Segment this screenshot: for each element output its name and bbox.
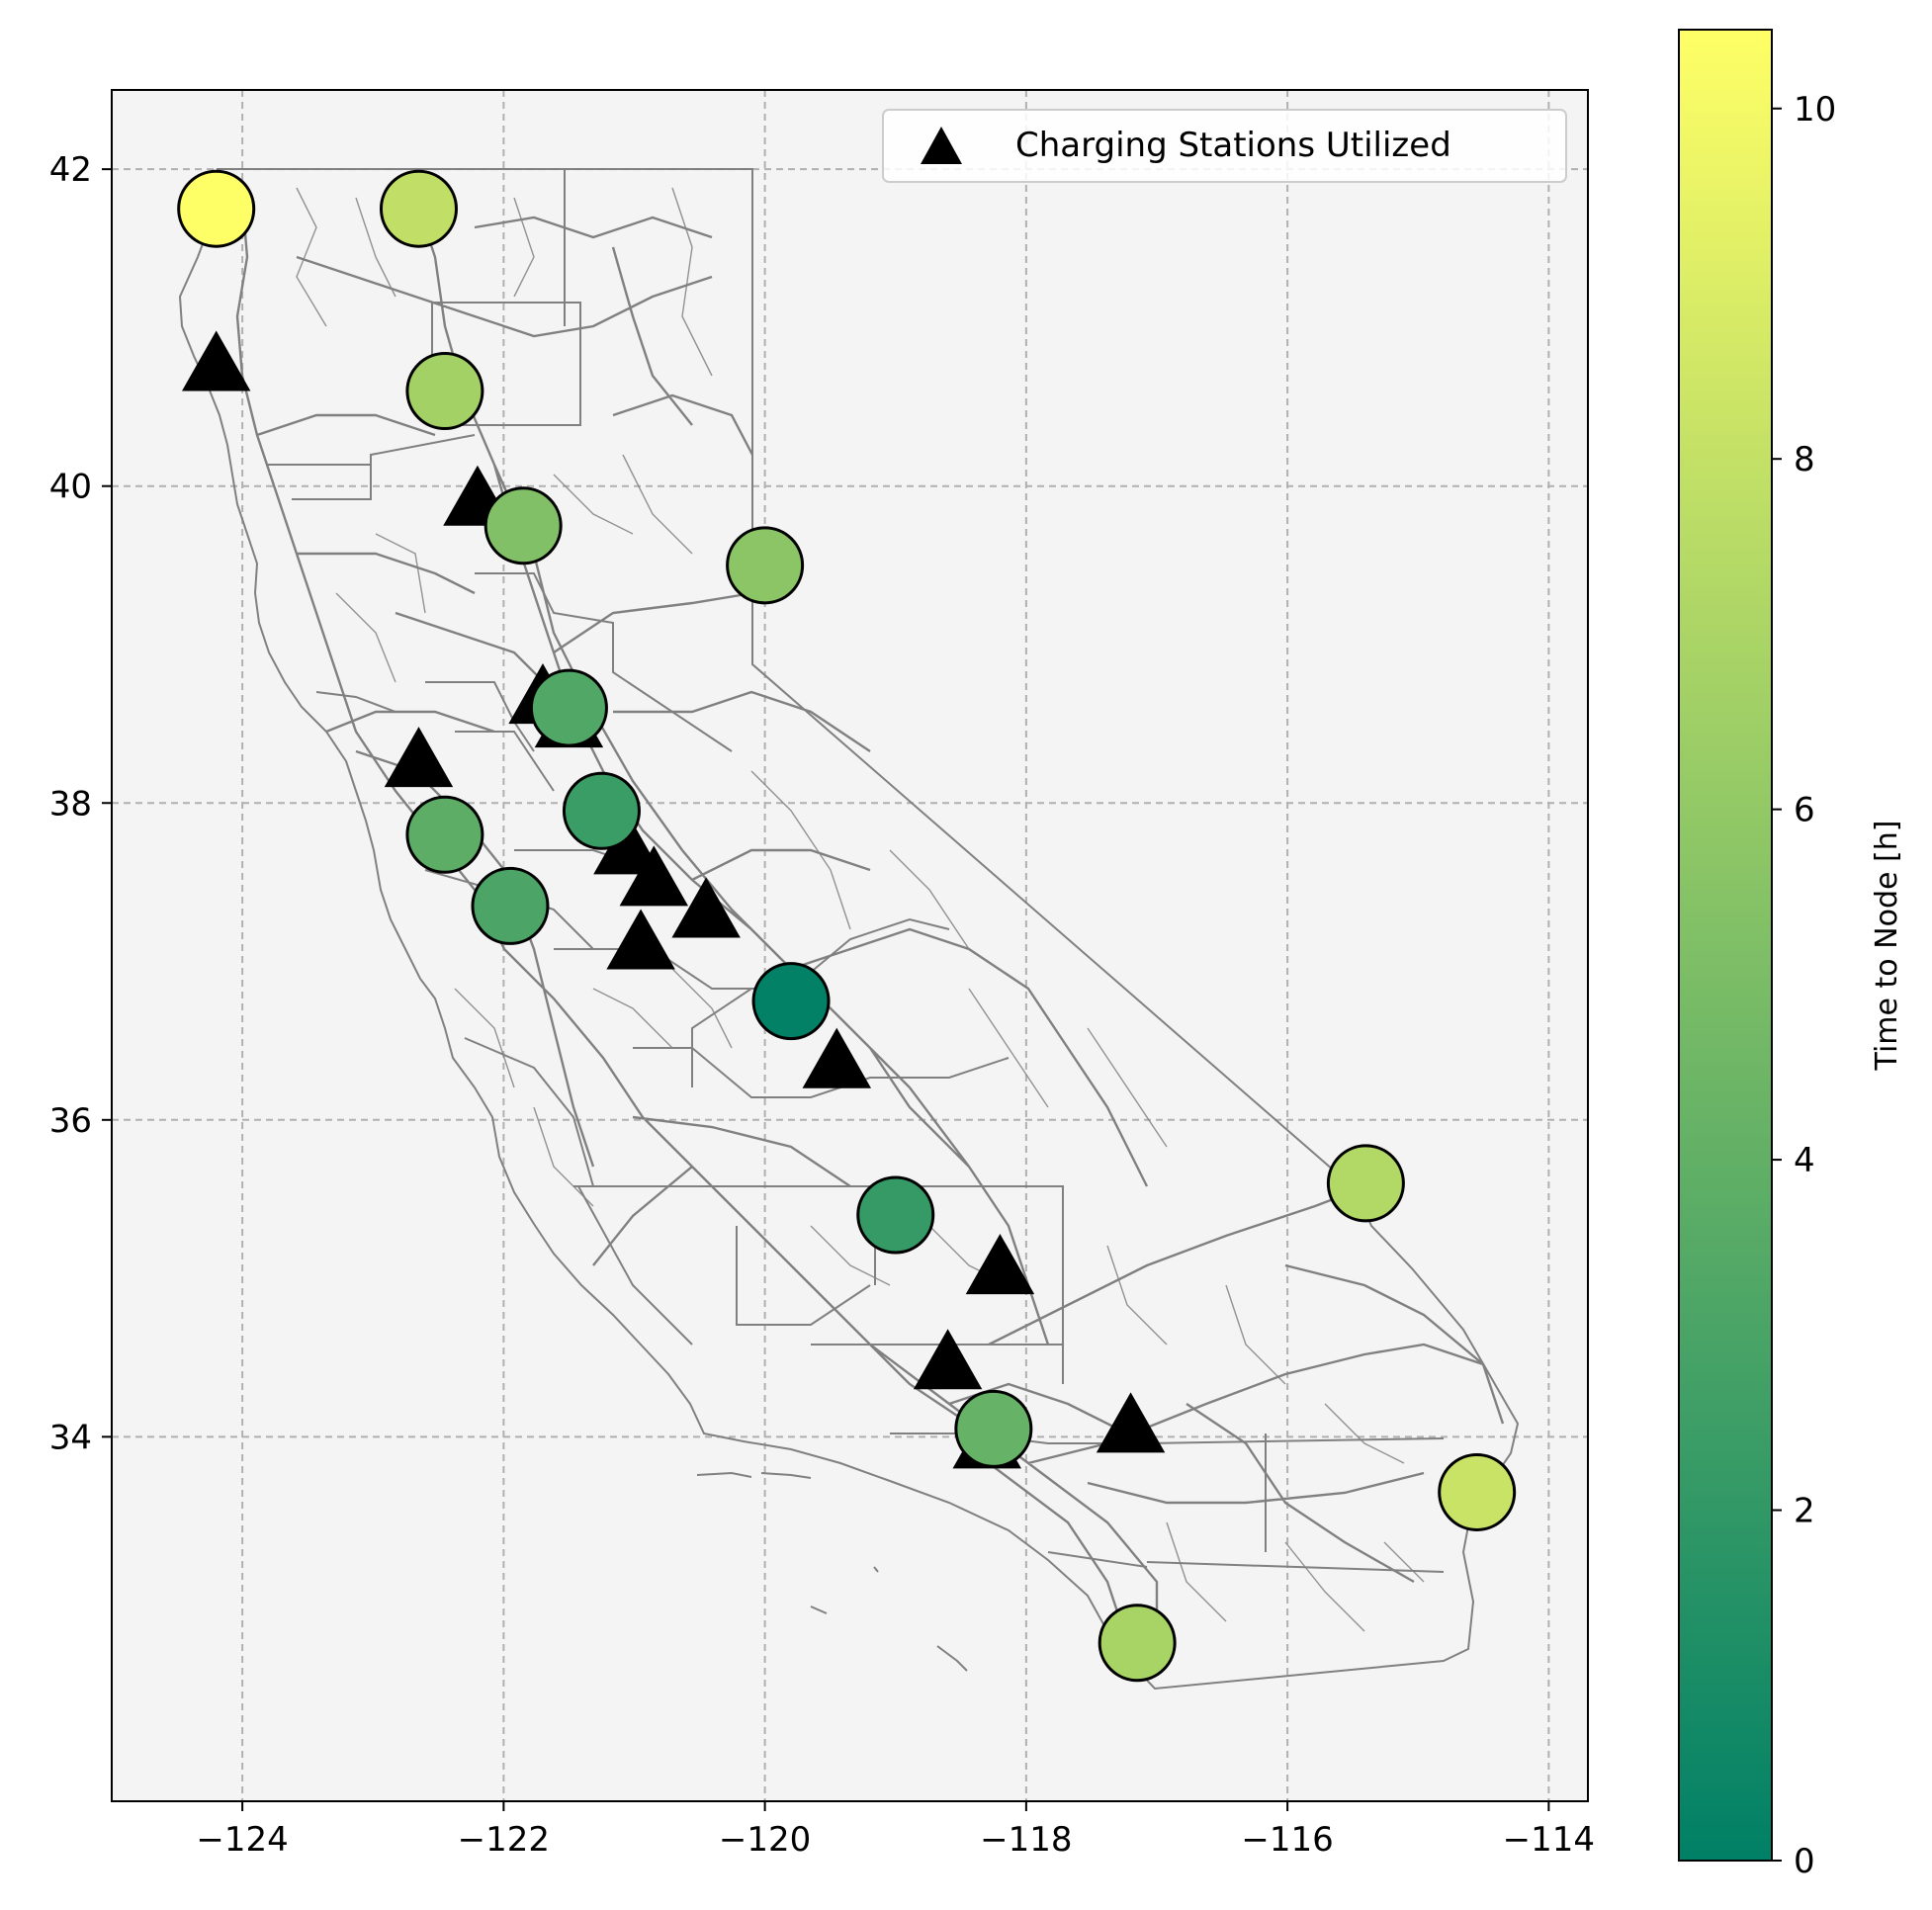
colorbar-label: Time to Node [h] <box>1870 821 1904 1072</box>
legend-box <box>882 109 1567 183</box>
legend-triangle-marker <box>921 127 962 164</box>
node-marker <box>1326 1144 1405 1223</box>
x-tick-label: −118 <box>980 1820 1072 1860</box>
charging-station-marker <box>802 1027 872 1088</box>
minor-roads <box>296 187 1425 1632</box>
node-marker <box>562 771 641 850</box>
channel-islands <box>696 1471 968 1672</box>
charging-station-marker <box>384 727 454 788</box>
charging-station-marker <box>671 877 741 938</box>
legend-label: Charging Stations Utilized <box>1015 126 1451 165</box>
colorbar-tick-label: 0 <box>1794 1842 1815 1881</box>
node-marker <box>471 866 550 945</box>
colorbar-tick-label: 8 <box>1794 440 1815 479</box>
colorbar-tick-label: 6 <box>1794 791 1815 830</box>
colorbar: 0 2 4 6 8 10 Time to Node [h] <box>1678 29 1904 1881</box>
node-marker <box>1098 1604 1177 1683</box>
node-marker <box>954 1389 1033 1468</box>
grid-lines <box>112 90 1588 1801</box>
california-road-network <box>178 168 1520 1691</box>
x-tick-label: −120 <box>719 1820 811 1860</box>
y-tick-label: 42 <box>49 150 92 190</box>
x-tick-label: −122 <box>458 1820 550 1860</box>
charging-station-marker <box>965 1234 1035 1295</box>
charging-station-marker <box>1096 1392 1166 1453</box>
node-marker <box>751 962 831 1041</box>
node-marker <box>405 352 484 431</box>
x-tick-label: −124 <box>196 1820 288 1860</box>
y-tick-label: 34 <box>49 1418 92 1457</box>
node-marker <box>726 526 805 605</box>
colorbar-gradient <box>1678 29 1773 1862</box>
axis-ticks: −124 −122 −120 −118 −116 −114 34 36 38 40 42 <box>49 150 1595 1860</box>
node-marker <box>529 668 608 747</box>
node-marker <box>856 1175 935 1255</box>
x-tick-label: −114 <box>1503 1820 1595 1860</box>
charging-station-marker <box>913 1329 983 1390</box>
colorbar-tick-label: 10 <box>1794 90 1836 130</box>
node-marker <box>177 169 256 248</box>
x-tick-label: −116 <box>1241 1820 1333 1860</box>
y-tick-label: 40 <box>49 468 92 507</box>
colorbar-tick-label: 2 <box>1794 1492 1815 1531</box>
y-tick-label: 38 <box>49 784 92 824</box>
data-markers <box>177 169 1517 1683</box>
charging-station-marker <box>181 330 251 391</box>
node-marker <box>1438 1452 1517 1531</box>
plot-area <box>112 90 1588 1801</box>
colorbar-ticks: 0 2 4 6 8 10 <box>1772 90 1836 1881</box>
node-marker <box>483 486 563 565</box>
axes-frame <box>111 89 1589 1802</box>
charging-station-marker <box>606 909 675 970</box>
node-marker <box>405 795 484 874</box>
legend: Charging Stations Utilized <box>882 109 1567 183</box>
state-outline <box>178 168 1520 1691</box>
node-marker <box>379 169 458 248</box>
charging-station-marker <box>619 845 689 907</box>
colorbar-tick-label: 4 <box>1794 1141 1815 1180</box>
y-tick-label: 36 <box>49 1101 92 1141</box>
